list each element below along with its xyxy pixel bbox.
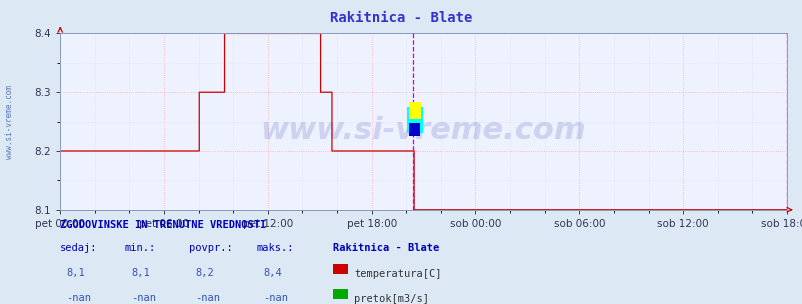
Text: maks.:: maks.: <box>257 243 294 253</box>
Text: 8,2: 8,2 <box>195 268 213 278</box>
Text: 8,4: 8,4 <box>263 268 282 278</box>
Text: povpr.:: povpr.: <box>188 243 232 253</box>
Text: www.si-vreme.com: www.si-vreme.com <box>261 116 585 145</box>
Text: Rakitnica - Blate: Rakitnica - Blate <box>330 11 472 25</box>
Text: 8,1: 8,1 <box>67 268 85 278</box>
Text: -nan: -nan <box>67 293 91 303</box>
Text: temperatura[C]: temperatura[C] <box>354 269 441 279</box>
Text: 8,1: 8,1 <box>131 268 149 278</box>
Text: ZGODOVINSKE IN TRENUTNE VREDNOSTI: ZGODOVINSKE IN TRENUTNE VREDNOSTI <box>60 220 266 230</box>
Bar <box>409 123 419 136</box>
Text: sedaj:: sedaj: <box>60 243 98 253</box>
Text: -nan: -nan <box>195 293 220 303</box>
Text: -nan: -nan <box>263 293 288 303</box>
Text: min.:: min.: <box>124 243 156 253</box>
Text: pretok[m3/s]: pretok[m3/s] <box>354 294 428 304</box>
Bar <box>409 102 421 119</box>
Text: -nan: -nan <box>131 293 156 303</box>
Text: www.si-vreme.com: www.si-vreme.com <box>5 85 14 159</box>
Text: Rakitnica - Blate: Rakitnica - Blate <box>333 243 439 253</box>
Bar <box>407 108 422 133</box>
